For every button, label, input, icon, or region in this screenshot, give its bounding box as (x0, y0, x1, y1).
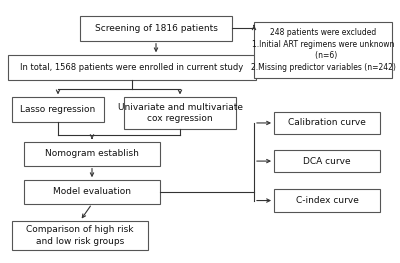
Text: Nomogram establish: Nomogram establish (45, 149, 139, 158)
Text: 248 patients were excluded
1.Initial ART regimens were unknown
   (n=6)
2.Missin: 248 patients were excluded 1.Initial ART… (250, 28, 396, 72)
FancyBboxPatch shape (24, 142, 160, 166)
Text: Screening of 1816 patients: Screening of 1816 patients (94, 24, 218, 33)
FancyBboxPatch shape (274, 189, 380, 212)
FancyBboxPatch shape (274, 112, 380, 134)
FancyBboxPatch shape (254, 22, 392, 78)
Text: Univariate and multivariate
cox regression: Univariate and multivariate cox regressi… (118, 103, 242, 123)
Text: Model evaluation: Model evaluation (53, 188, 131, 196)
FancyBboxPatch shape (12, 221, 148, 250)
Text: Comparison of high risk
and low risk groups: Comparison of high risk and low risk gro… (26, 225, 134, 246)
Text: C-index curve: C-index curve (296, 196, 358, 205)
Text: Calibration curve: Calibration curve (288, 118, 366, 128)
FancyBboxPatch shape (24, 180, 160, 204)
FancyBboxPatch shape (12, 97, 104, 122)
Text: In total, 1568 patients were enrolled in current study: In total, 1568 patients were enrolled in… (20, 63, 244, 72)
FancyBboxPatch shape (8, 55, 256, 80)
FancyBboxPatch shape (80, 16, 232, 41)
Text: DCA curve: DCA curve (303, 156, 351, 166)
FancyBboxPatch shape (274, 150, 380, 172)
Text: Lasso regression: Lasso regression (20, 105, 96, 114)
FancyBboxPatch shape (124, 97, 236, 129)
